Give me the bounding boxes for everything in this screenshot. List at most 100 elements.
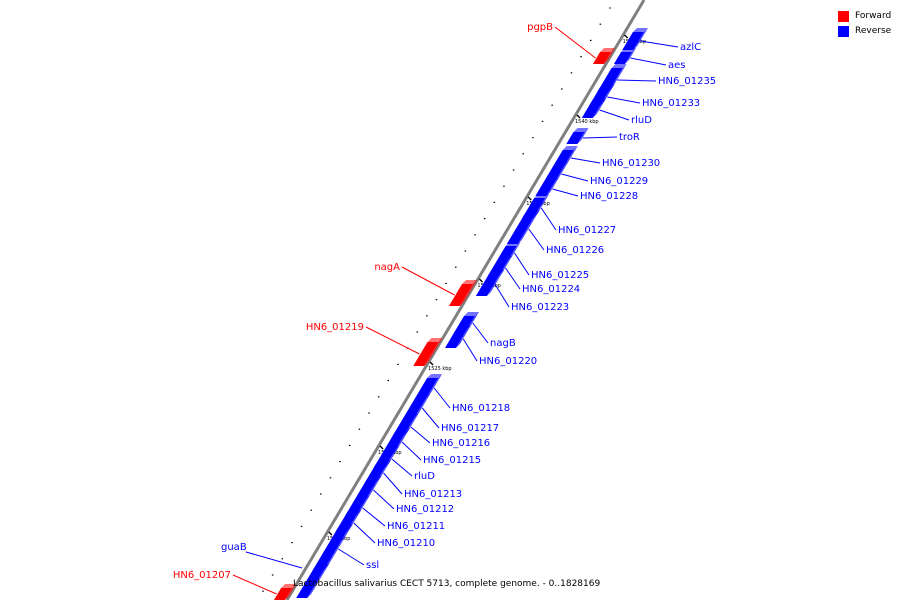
gene-label: rluD xyxy=(414,471,435,482)
gene-front-face xyxy=(581,102,603,118)
gene-feature[interactable] xyxy=(444,326,471,348)
gene-top-face xyxy=(427,374,443,378)
gene-top-face xyxy=(621,48,637,52)
gene-top-face xyxy=(384,446,400,450)
legend-forward-label: Forward xyxy=(855,11,892,21)
gene-top-face xyxy=(366,476,382,480)
gene-feature[interactable] xyxy=(354,476,382,500)
gene-label: HN6_01233 xyxy=(642,98,700,109)
gene-feature[interactable] xyxy=(312,524,353,570)
tick-label: 1525 kbp xyxy=(428,366,452,372)
gene-label: nagA xyxy=(374,262,400,273)
gene-front-face xyxy=(566,132,585,144)
gene-feature[interactable] xyxy=(622,28,648,50)
gene-label: HN6_01210 xyxy=(377,538,435,549)
gene-feature[interactable] xyxy=(274,584,297,600)
gene-top-face xyxy=(553,162,569,166)
gene-front-face xyxy=(475,274,500,296)
gene-top-face xyxy=(314,564,330,568)
gene-label: troR xyxy=(619,132,640,143)
gene-label: HN6_01225 xyxy=(531,270,589,281)
gene-feature[interactable] xyxy=(581,98,607,118)
leader-line xyxy=(433,387,451,409)
gene-side-face xyxy=(424,338,443,366)
gene-feature[interactable] xyxy=(475,270,504,296)
gene-side-face xyxy=(455,326,471,348)
gene-side-face xyxy=(624,48,637,64)
legend-reverse: Reverse xyxy=(838,24,891,39)
leader-line xyxy=(383,472,403,495)
reverse-swatch xyxy=(838,26,849,37)
gene-feature[interactable] xyxy=(413,338,443,366)
gene-feature[interactable] xyxy=(566,128,589,144)
label-leader-lines xyxy=(232,26,679,595)
gene-side-face xyxy=(517,210,540,244)
gene-front-face xyxy=(312,528,349,570)
gene-front-face xyxy=(535,182,555,196)
leader-line xyxy=(552,188,579,197)
gene-top-face xyxy=(611,64,627,68)
gene-feature[interactable] xyxy=(448,280,478,306)
gene-label: HN6_01207 xyxy=(173,570,231,581)
gene-front-face xyxy=(622,32,644,50)
strand-legend: Forward Reverse xyxy=(838,9,891,39)
gene-side-face xyxy=(285,584,297,600)
gene-label: pgpB xyxy=(527,22,553,33)
leader-line xyxy=(528,228,545,251)
tick-mark xyxy=(379,445,384,450)
gene-top-face xyxy=(599,84,615,88)
leader-line xyxy=(561,173,589,182)
gene-feature[interactable] xyxy=(506,210,540,244)
leader-line xyxy=(640,40,679,48)
gene-top-face xyxy=(573,128,589,132)
gene-label: HN6_01220 xyxy=(479,356,537,367)
gene-side-face xyxy=(365,476,382,500)
tick-mark xyxy=(527,196,532,201)
leader-line xyxy=(462,338,478,362)
gene-top-face xyxy=(534,194,550,198)
gene-side-face xyxy=(459,280,478,306)
tick-mark xyxy=(429,361,434,366)
gene-label: HN6_01223 xyxy=(511,302,569,313)
gene-label: HN6_01217 xyxy=(441,423,499,434)
leader-line xyxy=(540,207,557,231)
leader-line xyxy=(472,322,489,344)
leader-line xyxy=(373,489,395,510)
leader-line xyxy=(365,326,420,355)
leader-line xyxy=(391,458,413,477)
gene-top-face xyxy=(427,338,443,342)
gene-feature[interactable] xyxy=(415,374,443,398)
gene-feature[interactable] xyxy=(296,564,330,598)
gene-side-face xyxy=(592,98,607,118)
gene-side-face xyxy=(554,162,569,182)
gene-label: HN6_01224 xyxy=(522,284,580,295)
gene-side-face xyxy=(307,564,330,598)
tick-mark xyxy=(328,531,333,536)
gene-label: HN6_01235 xyxy=(658,76,716,87)
gene-feature[interactable] xyxy=(613,48,637,64)
gene-side-face xyxy=(486,270,504,296)
gene-side-face xyxy=(633,28,648,50)
gene-feature[interactable] xyxy=(592,48,616,64)
leader-line xyxy=(617,79,657,82)
gene-top-face xyxy=(337,524,353,528)
gene-front-face xyxy=(613,52,633,64)
gene-feature[interactable] xyxy=(403,394,431,418)
gene-top-face xyxy=(562,146,578,150)
leader-line xyxy=(410,426,431,444)
leader-line xyxy=(630,57,667,66)
leader-line xyxy=(401,266,455,296)
gene-side-face xyxy=(577,128,589,144)
leader-line xyxy=(554,26,596,59)
gene-front-face xyxy=(592,52,612,64)
leader-line xyxy=(421,407,440,429)
leader-line xyxy=(599,109,630,121)
gene-top-face xyxy=(632,28,648,32)
gene-feature[interactable] xyxy=(535,178,559,196)
gene-features xyxy=(274,28,648,600)
gene-label: nagB xyxy=(490,338,516,349)
leader-line xyxy=(607,96,641,104)
legend-reverse-label: Reverse xyxy=(855,26,892,36)
leader-line xyxy=(362,507,386,527)
leader-line xyxy=(232,574,277,595)
